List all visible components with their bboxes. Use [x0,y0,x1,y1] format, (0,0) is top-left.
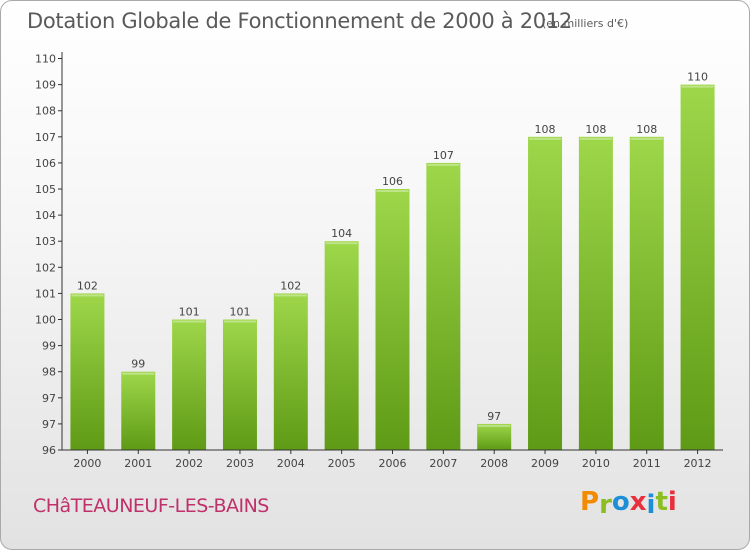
value-label-2006: 106 [382,175,403,188]
bar-2003 [222,319,257,450]
value-label-2003: 101 [229,306,250,319]
value-label-2010: 108 [585,123,606,136]
x-tick-label-2011: 2011 [633,457,661,470]
bar-2008 [477,423,512,450]
x-tick-label-2005: 2005 [328,457,356,470]
bar-highlight [427,163,460,166]
value-label-2008: 97 [487,410,501,423]
value-label-2012: 110 [687,71,708,84]
logo-letter: t [655,487,668,517]
y-tick-label: 97 [42,392,56,405]
bar-highlight [529,137,562,140]
y-tick-label: 108 [35,105,56,118]
bar-2004 [273,293,308,450]
x-tick-label-2008: 2008 [480,457,508,470]
bar-highlight [630,137,663,140]
bar-highlight [579,137,612,140]
value-label-2000: 102 [77,279,98,292]
value-label-2004: 102 [280,279,301,292]
bar-highlight [223,320,256,323]
bar-2000 [70,293,105,450]
y-tick-label: 99 [42,340,56,353]
y-tick-label: 100 [35,314,56,327]
y-tick-label: 109 [35,79,56,92]
bar-2009 [528,136,563,450]
logo-letter: r [599,490,612,520]
logo-letter: P [580,487,600,517]
bar-2012 [680,84,715,450]
bar-highlight [173,320,206,323]
x-tick-label-2007: 2007 [429,457,457,470]
bar-2011 [629,136,664,450]
x-tick-label-2003: 2003 [226,457,254,470]
bar-2006 [375,189,410,450]
y-tick-label: 103 [35,235,56,248]
x-tick-label-2009: 2009 [531,457,559,470]
logo-letter: i [646,490,656,520]
y-tick-label: 96 [42,444,56,457]
bar-2007 [426,162,461,450]
chart-title: Dotation Globale de Fonctionnement de 20… [27,9,572,33]
bar-2005 [324,241,359,450]
bars-group: 102 99 101 101 102 104 106 107 97 108 108 108 110 [70,71,715,450]
y-tick-label: 102 [35,261,56,274]
bar-highlight [376,190,409,193]
bar-2001 [121,371,156,450]
logo-letter: i [667,487,677,517]
x-tick-label-2006: 2006 [379,457,407,470]
y-tick-label: 107 [35,131,56,144]
bar-2002 [172,319,207,450]
x-tick-label-2001: 2001 [124,457,152,470]
x-tick-label-2000: 2000 [73,457,101,470]
bar-highlight [681,85,714,88]
bar-highlight [71,294,104,297]
y-tick-label: 104 [35,209,56,222]
x-tick-label-2004: 2004 [277,457,305,470]
value-label-2001: 99 [131,358,145,371]
value-label-2011: 108 [636,123,657,136]
logo-letter: x [629,487,647,517]
y-tick-label: 98 [42,366,56,379]
bar-highlight [478,424,511,427]
bar-2010 [578,136,613,450]
value-label-2005: 104 [331,227,352,240]
chart-subtitle: (en milliers d'€) [542,17,629,30]
value-label-2007: 107 [433,149,454,162]
x-tick-label-2010: 2010 [582,457,610,470]
proxiti-logo: Proxiti [580,487,677,520]
bar-highlight [122,372,155,375]
commune-name: CHâTEAUNEUF-LES-BAINS [33,495,269,517]
y-tick-label: 110 [35,53,56,66]
bar-highlight [325,242,358,245]
value-label-2002: 101 [179,306,200,319]
y-tick-label: 106 [35,157,56,170]
bar-highlight [274,294,307,297]
x-tick-label-2012: 2012 [684,457,712,470]
y-tick-label: 101 [35,287,56,300]
value-label-2009: 108 [535,123,556,136]
x-tick-label-2002: 2002 [175,457,203,470]
logo-letter: o [611,487,630,517]
axes-group: 96 97 97 98 99 100 101 102 103 104 105 106 107 108 109… [35,52,723,470]
y-tick-label: 105 [35,183,56,196]
y-tick-label: 97 [42,418,56,431]
